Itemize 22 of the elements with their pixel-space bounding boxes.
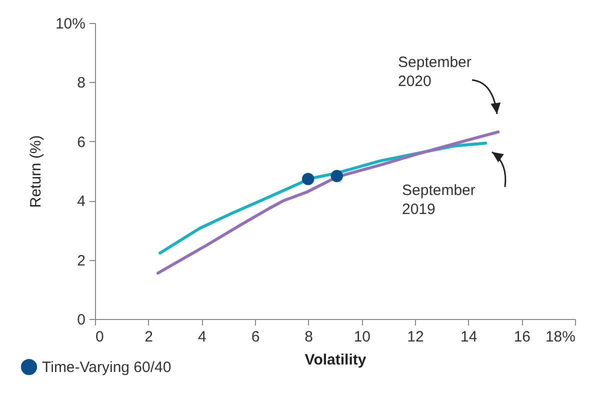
y-tick-label: 2 [77,252,86,270]
x-axis-title: Volatility [304,352,367,368]
line-series [156,130,500,275]
y-tick-label: 4 [77,193,86,210]
x-tick-label: 14 [460,328,478,346]
y-tick-label: 0 [77,312,86,328]
legend-label: Time-Varying 60/40 [42,359,172,376]
y-tick-label: 10% [55,16,86,32]
x-tick-label: 4 [198,328,206,346]
x-tick-label: 10 [354,328,371,346]
x-tick-label: 8 [304,328,314,346]
x-tick-label: 0 [96,328,104,346]
y-axis-title: Return (%) [27,135,44,208]
y-tick-label: 8 [77,74,86,92]
x-tick-label: 16 [514,328,531,346]
x-tick-label: 12 [407,328,424,346]
annotation: September 2019 [402,182,476,218]
y-tick-label: 6 [77,134,86,151]
x-tick-label: 18% [545,328,576,346]
x-tick-label: 2 [144,328,154,346]
annotation: September 2020 [398,54,472,90]
x-tick-label: 6 [251,328,260,346]
